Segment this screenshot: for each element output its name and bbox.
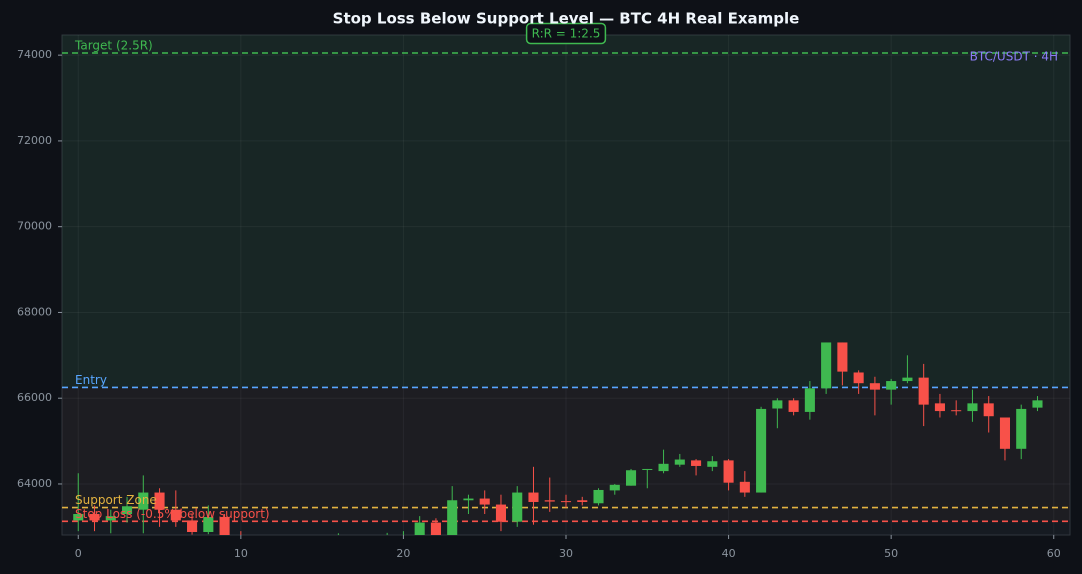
candle-body xyxy=(674,459,685,465)
x-tick-label: 40 xyxy=(722,547,736,560)
candle-body xyxy=(609,484,620,491)
candle-body xyxy=(983,403,994,417)
candle-body xyxy=(89,513,100,521)
candle-body xyxy=(723,460,734,483)
candle-body xyxy=(853,372,864,384)
candle-body xyxy=(918,377,929,405)
y-tick-label: 66000 xyxy=(17,391,52,404)
x-tick-label: 20 xyxy=(396,547,410,560)
candle-body xyxy=(252,544,262,548)
candle-body xyxy=(121,506,133,514)
candle-body xyxy=(756,408,767,493)
candle-body xyxy=(398,540,408,544)
candle-body xyxy=(577,500,588,502)
candle-body xyxy=(593,489,604,504)
candle-body xyxy=(382,544,392,546)
candle-body xyxy=(479,498,490,505)
candle-body xyxy=(544,500,555,502)
candle-body xyxy=(154,492,165,510)
candle-body xyxy=(739,481,750,493)
candle-body xyxy=(999,417,1011,449)
candle-body xyxy=(301,550,311,554)
candle-body xyxy=(512,492,523,522)
candle-body xyxy=(187,520,198,532)
candle-body xyxy=(528,492,539,502)
candle-body xyxy=(285,550,295,552)
candle-body xyxy=(268,548,278,552)
candle-body xyxy=(967,403,978,412)
candle-body xyxy=(105,516,116,521)
candle-body xyxy=(869,383,880,390)
candle-body xyxy=(430,522,441,535)
candle-body xyxy=(1032,400,1043,408)
candle-body xyxy=(902,377,913,382)
candle-body xyxy=(203,516,214,532)
ratio-label: R:R = 1:2.5 xyxy=(532,27,601,41)
candle-body xyxy=(934,403,945,412)
y-tick-label: 70000 xyxy=(17,220,52,233)
chart-title: Stop Loss Below Support Level — BTC 4H R… xyxy=(333,10,800,28)
candle-body xyxy=(333,548,343,552)
ratio-box xyxy=(525,22,607,45)
candle-body xyxy=(1016,408,1027,449)
level-label: Support Zone xyxy=(75,493,157,507)
candle-body xyxy=(73,513,84,521)
y-tick-label: 74000 xyxy=(17,48,52,61)
candle-body xyxy=(642,468,653,470)
candle-body xyxy=(691,460,702,466)
x-tick-label: 60 xyxy=(1047,547,1061,560)
level-label: Target (2.5R) xyxy=(74,39,153,53)
candle-body xyxy=(821,342,832,389)
x-tick-label: 30 xyxy=(559,547,573,560)
candle-body xyxy=(463,498,474,501)
x-tick-label: 50 xyxy=(884,547,898,560)
level-label: Stop Loss (-0.5% below support) xyxy=(75,507,270,521)
candle-body xyxy=(170,509,181,521)
candle-body xyxy=(788,400,799,412)
symbol-label: BTC/USDT · 4H xyxy=(970,50,1058,64)
candle-body xyxy=(560,501,572,503)
candle-body xyxy=(625,470,637,486)
candle-body xyxy=(317,553,327,555)
candle-body xyxy=(772,400,783,409)
y-tick-label: 68000 xyxy=(17,305,52,318)
candle-body xyxy=(951,410,962,412)
candle-body xyxy=(658,463,669,472)
y-tick-label: 72000 xyxy=(17,134,52,147)
candle-body xyxy=(366,546,376,550)
candle-body xyxy=(219,516,230,535)
candle-body xyxy=(804,388,815,412)
candle-body xyxy=(414,522,425,535)
candle-body xyxy=(447,500,458,535)
candle-body xyxy=(707,461,718,467)
candle-body xyxy=(886,381,897,390)
x-tick-label: 10 xyxy=(234,547,248,560)
candle-body xyxy=(138,492,149,510)
y-tick-label: 64000 xyxy=(17,477,52,490)
candle-body xyxy=(495,504,507,522)
level-label: Entry xyxy=(75,373,107,387)
x-tick-label: 0 xyxy=(75,547,82,560)
candle-body xyxy=(350,548,360,550)
plot-area xyxy=(61,34,1071,536)
candle-body xyxy=(837,342,848,372)
target-zone xyxy=(62,35,1070,388)
